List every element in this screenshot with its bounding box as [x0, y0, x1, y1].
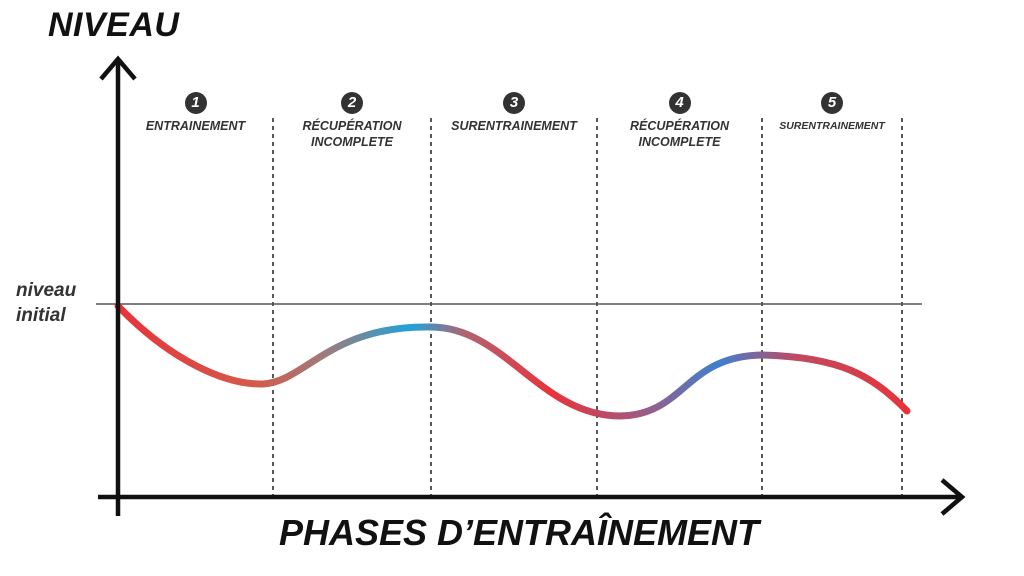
phase-number-badge: 1	[184, 92, 207, 114]
phase-number-badge: 3	[503, 92, 525, 114]
reference-label-line-2: initial	[16, 305, 66, 326]
phase-1: 1 ENTRAINEMENT	[118, 92, 273, 134]
phase-label: ENTRAINEMENT	[145, 119, 246, 133]
y-axis-title: NIVEAU	[48, 6, 180, 44]
phase-label: RÉCUPÉRATION INCOMPLETE	[629, 119, 730, 149]
phase-label: SURENTRAINEMENT	[451, 119, 577, 133]
phase-2: 2 RÉCUPÉRATION INCOMPLETE	[273, 92, 431, 150]
phase-5: 5 SURENTRAINEMENT	[762, 92, 902, 134]
y-axis-arrowhead	[99, 55, 137, 81]
reference-label-line-1: niveau	[16, 280, 77, 301]
phase-3: 3 SURENTRAINEMENT	[431, 92, 597, 134]
x-axis-title-wrapper: PHASES D’ENTRAÎNEMENT	[0, 512, 1024, 554]
x-axis-title: PHASES D’ENTRAÎNEMENT	[278, 512, 760, 553]
level-curve	[114, 302, 911, 420]
x-axis-arrowhead	[940, 478, 966, 516]
phase-number-badge: 4	[668, 92, 691, 114]
phase-number-badge: 2	[341, 92, 363, 114]
phase-label: SURENTRAINEMENT	[779, 120, 885, 132]
phase-4: 4 RÉCUPÉRATION INCOMPLETE	[597, 92, 762, 150]
phase-number-badge: 5	[821, 92, 843, 114]
phase-label: RÉCUPÉRATION INCOMPLETE	[302, 119, 402, 149]
reference-line-label: niveau initial	[16, 278, 76, 328]
